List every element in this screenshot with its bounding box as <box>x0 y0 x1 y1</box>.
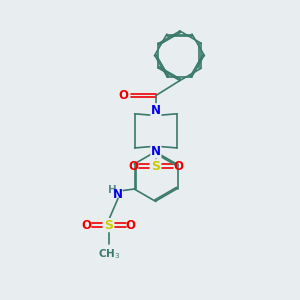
Text: O: O <box>118 89 128 102</box>
Text: O: O <box>82 219 92 232</box>
Text: N: N <box>113 188 123 201</box>
Text: S: S <box>104 219 113 232</box>
Text: O: O <box>129 160 139 173</box>
Text: O: O <box>126 219 136 232</box>
Text: CH$_3$: CH$_3$ <box>98 247 120 261</box>
Text: N: N <box>151 145 161 158</box>
Text: H: H <box>108 184 116 195</box>
Text: N: N <box>151 104 161 117</box>
Text: O: O <box>173 160 183 173</box>
Text: S: S <box>152 160 160 173</box>
